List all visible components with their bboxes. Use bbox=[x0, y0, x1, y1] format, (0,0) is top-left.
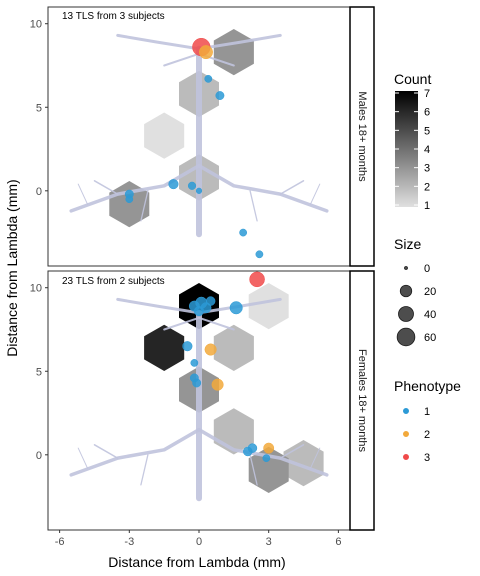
y-tick-label: 5 bbox=[36, 102, 42, 114]
legend-phenotype-title: Phenotype bbox=[394, 378, 461, 394]
data-point-0-1 bbox=[199, 45, 213, 60]
x-tick-label: 3 bbox=[266, 536, 272, 548]
data-point-1-16 bbox=[262, 454, 271, 463]
data-point-0-10 bbox=[255, 250, 264, 259]
count-tick-label: 4 bbox=[424, 144, 430, 156]
strip-males bbox=[349, 6, 375, 267]
count-tick-label: 1 bbox=[424, 200, 430, 212]
x-tick-label: -3 bbox=[124, 536, 134, 548]
data-point-1-11 bbox=[192, 378, 202, 388]
panel-females-annotation: 23 TLS from 2 subjects bbox=[62, 276, 165, 287]
data-point-1-9 bbox=[190, 359, 199, 367]
y-tick-label: 5 bbox=[36, 366, 42, 378]
hexbin-1-3 bbox=[213, 324, 254, 371]
data-point-0-6 bbox=[195, 187, 203, 194]
data-point-0-8 bbox=[125, 195, 134, 204]
y-tick-label: 0 bbox=[36, 186, 42, 198]
data-point-0-2 bbox=[204, 74, 213, 83]
hexbin-1-2 bbox=[144, 324, 185, 371]
x-axis-title: Distance from Lambda (mm) bbox=[108, 554, 285, 570]
count-tick-label: 6 bbox=[424, 107, 430, 119]
x-tick-label: 6 bbox=[335, 536, 341, 548]
data-point-0-4 bbox=[168, 179, 179, 190]
count-tick-label: 3 bbox=[424, 163, 430, 175]
phenotype-legend-key bbox=[403, 431, 409, 437]
size-legend-label: 0 bbox=[424, 263, 430, 275]
phenotype-legend-key bbox=[403, 408, 409, 414]
size-legend-label: 60 bbox=[424, 332, 436, 344]
x-tick-label: -6 bbox=[55, 536, 65, 548]
legend-count: Count 1 2 3 4 5 6 7 bbox=[394, 71, 431, 212]
data-point-1-8 bbox=[204, 343, 217, 356]
count-tick-label: 5 bbox=[424, 125, 430, 137]
count-tick-label: 7 bbox=[424, 88, 430, 100]
strip-females-label: Females 18+ months bbox=[356, 349, 368, 453]
legend-phenotype-items: 1 2 3 bbox=[403, 406, 430, 464]
y-tick-label: 10 bbox=[30, 283, 42, 295]
size-legend-key bbox=[404, 266, 408, 270]
y-axis-title: Distance from Lambda (mm) bbox=[4, 179, 20, 356]
strip-males-label: Males 18+ months bbox=[356, 91, 368, 182]
panel-females: 23 TLS from 2 subjects 0 5 10 Females 18+ … bbox=[30, 270, 375, 531]
size-legend-key bbox=[396, 327, 416, 347]
hexbin-1-6 bbox=[283, 440, 324, 487]
phenotype-legend-label: 2 bbox=[424, 429, 430, 441]
panel-males-y-axis: 0 5 10 bbox=[30, 19, 48, 198]
panel-males: 13 TLS from 3 subjects 0 5 10 Males 18+ mo… bbox=[30, 6, 375, 267]
size-legend-label: 40 bbox=[424, 309, 436, 321]
data-point-1-15 bbox=[263, 442, 275, 454]
phenotype-legend-key bbox=[403, 454, 409, 460]
x-axis: -6 -3 0 3 6 bbox=[55, 530, 341, 548]
size-legend-key bbox=[399, 284, 413, 298]
strip-females bbox=[349, 270, 375, 531]
data-point-1-0 bbox=[249, 271, 265, 288]
data-point-0-9 bbox=[239, 228, 248, 237]
legend-size-items: 0 20 40 60 bbox=[396, 263, 436, 347]
panel-females-y-axis: 0 5 10 bbox=[30, 283, 48, 462]
panel-males-vessel-illustration bbox=[69, 33, 329, 238]
data-point-1-12 bbox=[211, 378, 224, 391]
count-tick-label: 2 bbox=[424, 181, 430, 193]
data-point-1-14 bbox=[243, 446, 253, 457]
size-legend-key bbox=[398, 306, 414, 322]
legend-size-title: Size bbox=[394, 236, 421, 252]
panel-males-points bbox=[124, 37, 264, 259]
data-point-1-4 bbox=[193, 306, 205, 317]
legend-phenotype: Phenotype 1 2 3 bbox=[394, 378, 461, 464]
data-point-1-6 bbox=[229, 301, 243, 315]
y-tick-label: 0 bbox=[36, 450, 42, 462]
panel-males-annotation: 13 TLS from 3 subjects bbox=[62, 11, 165, 22]
legend-count-colorbar bbox=[395, 91, 418, 207]
data-point-1-7 bbox=[182, 341, 193, 352]
hexbin-0-2 bbox=[144, 112, 185, 159]
data-point-0-3 bbox=[215, 91, 225, 100]
x-tick-label: 0 bbox=[196, 536, 202, 548]
phenotype-legend-label: 1 bbox=[424, 406, 430, 418]
legend-size: Size 0 20 40 60 bbox=[394, 236, 436, 347]
size-legend-label: 20 bbox=[424, 286, 436, 298]
data-point-1-5 bbox=[205, 296, 216, 306]
legend-count-title: Count bbox=[394, 71, 431, 87]
phenotype-legend-label: 3 bbox=[424, 452, 430, 464]
data-point-0-5 bbox=[187, 181, 197, 190]
hexbin-1-1 bbox=[248, 283, 289, 330]
legend-count-ticks: 1 2 3 4 5 6 7 bbox=[395, 88, 430, 212]
y-tick-label: 10 bbox=[30, 19, 42, 31]
panel-females-points bbox=[182, 271, 275, 463]
